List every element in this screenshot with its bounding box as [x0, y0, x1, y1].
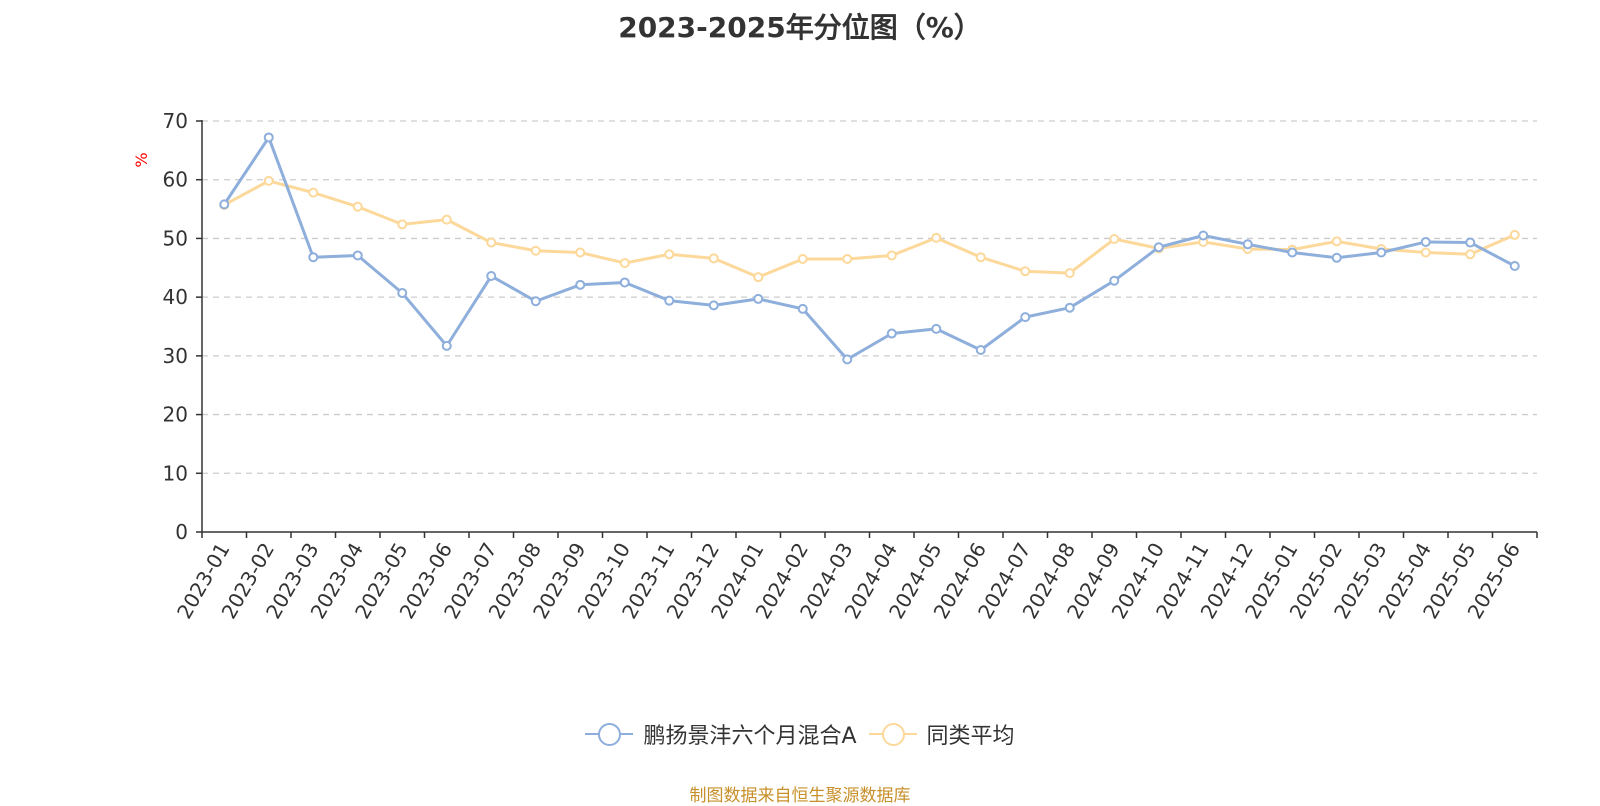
legend-item[interactable]: 同类平均 [868, 718, 1015, 750]
series-group [219, 175, 1520, 283]
data-point [219, 199, 230, 210]
data-point [797, 253, 808, 264]
legend: 鹏扬景沣六个月混合A 同类平均 [0, 718, 1600, 750]
data-point [308, 187, 319, 198]
data-point [664, 295, 675, 306]
data-point [1509, 261, 1520, 272]
source-note: 制图数据来自恒生聚源数据库 [689, 786, 911, 806]
y-tick-label: 20 [163, 403, 188, 427]
data-point [619, 258, 630, 269]
data-point [975, 344, 986, 355]
y-tick-label: 0 [175, 520, 188, 544]
data-point [753, 293, 764, 304]
data-point [1109, 234, 1120, 245]
legend-label: 鹏扬景沣六个月混合A [643, 724, 857, 749]
data-point [352, 201, 363, 212]
axes: 0102030405060702023-012023-022023-032023… [163, 109, 1538, 623]
data-point [1509, 229, 1520, 240]
series-lines [219, 132, 1520, 365]
series-group [219, 132, 1520, 365]
data-point [1331, 252, 1342, 263]
data-point [886, 328, 897, 339]
data-point [1420, 247, 1431, 258]
data-point [486, 271, 497, 282]
data-point [1242, 239, 1253, 250]
y-tick-label: 30 [163, 344, 188, 368]
data-point [1420, 236, 1431, 247]
data-point [397, 219, 408, 230]
data-point [1287, 247, 1298, 258]
legend-item[interactable]: 鹏扬景沣六个月混合A [585, 718, 857, 750]
legend-swatch [868, 722, 917, 746]
data-point [1465, 249, 1476, 260]
series-line [222, 179, 1517, 279]
data-point [397, 288, 408, 299]
data-point [1376, 247, 1387, 258]
data-point [575, 279, 586, 290]
data-point [1331, 236, 1342, 247]
data-point [530, 245, 541, 256]
y-axis-label: % [132, 152, 151, 167]
y-tick-label: 60 [163, 168, 188, 192]
data-point [708, 253, 719, 264]
legend-label: 同类平均 [926, 724, 1015, 749]
data-point [842, 354, 853, 365]
data-point [619, 277, 630, 288]
data-point [797, 303, 808, 314]
data-point [575, 247, 586, 258]
data-point [931, 232, 942, 243]
y-tick-label: 40 [163, 285, 188, 309]
chart-title: 2023-2025年分位图（%） [618, 11, 982, 44]
data-point [263, 132, 274, 143]
data-point [486, 237, 497, 248]
data-point [352, 250, 363, 261]
data-point [1153, 242, 1164, 253]
data-point [1064, 268, 1075, 279]
data-point [1020, 312, 1031, 323]
data-point [842, 253, 853, 264]
data-point [308, 252, 319, 263]
data-point [664, 249, 675, 260]
data-point [975, 252, 986, 263]
data-point [931, 323, 942, 334]
data-point [441, 340, 452, 351]
data-point [1198, 230, 1209, 241]
data-point [753, 272, 764, 283]
data-point [886, 250, 897, 261]
y-tick-label: 10 [163, 461, 188, 485]
data-point [1109, 275, 1120, 286]
series-line [222, 135, 1517, 361]
data-point [1064, 302, 1075, 313]
data-point [1020, 266, 1031, 277]
data-point [1465, 237, 1476, 248]
y-tick-label: 50 [163, 226, 188, 250]
data-point [441, 214, 452, 225]
legend-swatch [585, 722, 634, 746]
grid-lines [202, 120, 1537, 474]
data-point [708, 300, 719, 311]
data-point [530, 296, 541, 307]
data-point [263, 175, 274, 186]
y-tick-label: 70 [163, 109, 188, 133]
